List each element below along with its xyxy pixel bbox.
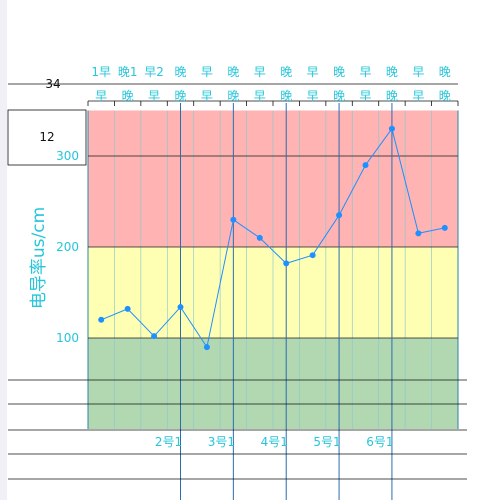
- x-top-label-row2: 早: [412, 89, 424, 103]
- x-top-label: 早: [412, 65, 424, 79]
- x-top-label: 晚: [174, 65, 186, 79]
- x-top-label-row2: 晚: [439, 89, 451, 103]
- data-point: [362, 162, 369, 169]
- x-top-label: 晚: [280, 65, 292, 79]
- x-top-label-row2: 早: [148, 89, 160, 103]
- x-top-label: 晚: [386, 65, 398, 79]
- data-point: [441, 224, 448, 231]
- y-axis-label: 电导率us/cm: [29, 207, 49, 309]
- x-top-label: 1早: [91, 65, 111, 79]
- x-top-label: 早2: [144, 65, 164, 79]
- y-tick-label: 300: [56, 149, 79, 163]
- x-top-label-row2: 早: [201, 89, 213, 103]
- x-top-label-row2: 晚: [122, 89, 134, 103]
- data-point: [283, 260, 290, 267]
- x-top-label-row2: 晚: [174, 89, 186, 103]
- series-line-group: [98, 125, 448, 351]
- data-point: [230, 216, 237, 223]
- x-bottom-label: 5号1: [313, 435, 340, 449]
- table-lines: [7, 83, 467, 480]
- y-tick-label: 200: [56, 240, 79, 254]
- x-top-label-row2: 早: [307, 89, 319, 103]
- data-point: [388, 125, 395, 132]
- x-top-label: 早: [307, 65, 319, 79]
- data-point: [124, 305, 131, 312]
- data-point: [177, 304, 184, 311]
- x-top-label: 晚: [227, 65, 239, 79]
- side-value: 34: [45, 77, 60, 91]
- x-top-label: 早: [254, 65, 266, 79]
- data-point: [203, 344, 210, 351]
- x-bottom-label: 2号1: [155, 435, 182, 449]
- x-top-label: 早: [201, 65, 213, 79]
- data-point: [98, 316, 105, 323]
- x-top-label: 晚: [333, 65, 345, 79]
- x-top-label: 晚: [439, 65, 451, 79]
- x-top-label-row2: 晚: [333, 89, 345, 103]
- side-value-box: [7, 109, 87, 166]
- x-top-label-row2: 早: [95, 89, 107, 103]
- x-bottom-label: 6号1: [366, 435, 393, 449]
- series-line: [101, 127, 445, 349]
- data-point: [415, 230, 422, 237]
- data-point: [309, 252, 316, 259]
- x-top-label: 晚1: [118, 65, 138, 79]
- x-top-label-row2: 晚: [386, 89, 398, 103]
- x-top-label-row2: 早: [254, 89, 266, 103]
- x-top-label-row2: 晚: [227, 89, 239, 103]
- left-edge-strip: [0, 0, 7, 500]
- x-top-label-row2: 晚: [280, 89, 292, 103]
- x-top-label: 早: [359, 65, 371, 79]
- grid-lines: [87, 103, 459, 500]
- data-point: [336, 212, 343, 219]
- side-value: 12: [39, 130, 54, 144]
- chart-labels: 1002003001早 晚1 早2 晚早晚早晚早晚早晚早晚早晚早晚早晚早晚早晚早晚早晚…: [56, 65, 451, 449]
- side-values: 34 12: [39, 77, 60, 144]
- y-tick-label: 100: [56, 331, 79, 345]
- data-point: [256, 234, 263, 241]
- x-bottom-label: 4号1: [261, 435, 288, 449]
- x-bottom-label: 3号1: [208, 435, 235, 449]
- data-point: [151, 333, 158, 340]
- x-top-label-row2: 早: [359, 89, 371, 103]
